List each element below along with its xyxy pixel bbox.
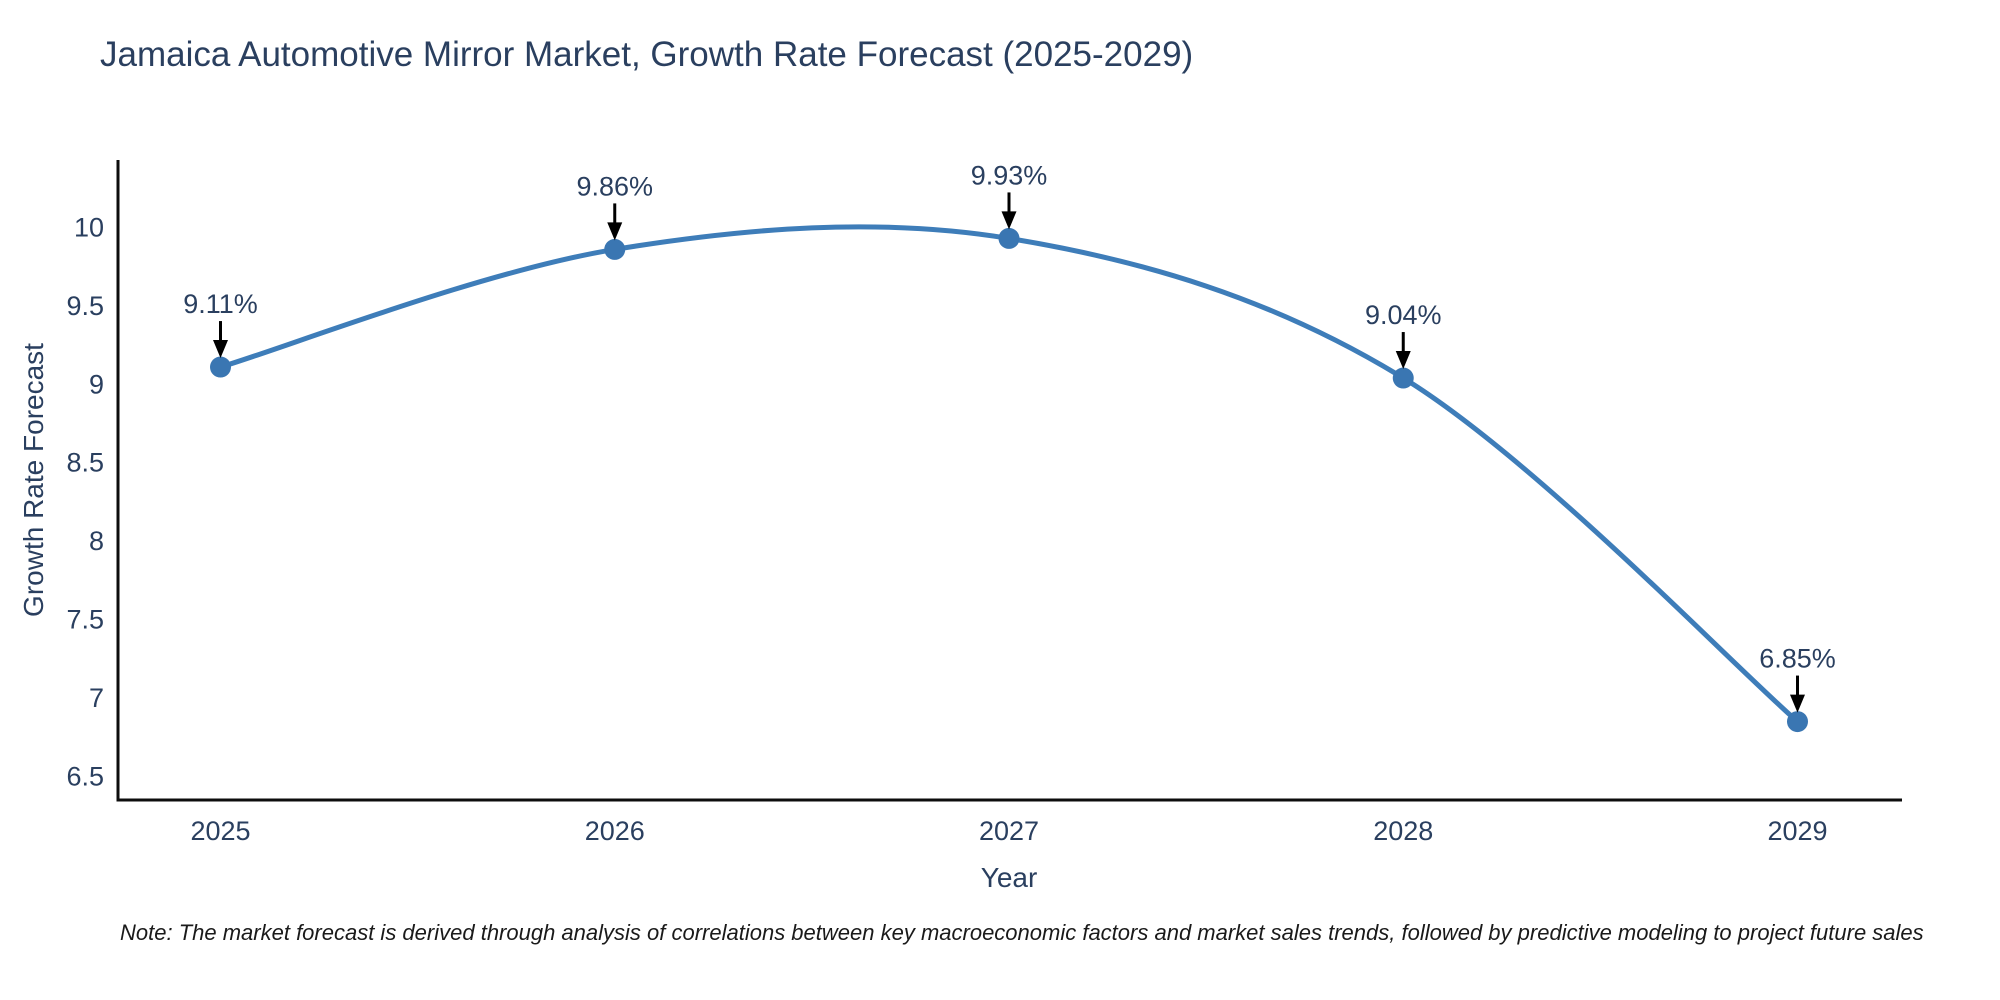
annotation-arrowhead xyxy=(1001,211,1017,230)
data-point-marker xyxy=(1786,711,1808,733)
y-tick-label: 9.5 xyxy=(66,291,104,321)
data-point-marker xyxy=(998,227,1020,249)
chart-title: Jamaica Automotive Mirror Market, Growth… xyxy=(100,35,1194,74)
chart-footnote: Note: The market forecast is derived thr… xyxy=(120,920,1924,945)
y-tick-label: 8.5 xyxy=(66,448,104,478)
y-tick-label: 8 xyxy=(89,526,104,556)
annotation-arrowhead xyxy=(213,340,229,359)
x-tick-label: 2026 xyxy=(585,816,645,846)
annotation-arrowhead xyxy=(607,222,623,241)
annotation-arrowhead xyxy=(1395,351,1411,370)
y-tick-label: 7 xyxy=(89,683,104,713)
line-series xyxy=(218,224,1800,725)
data-point-marker xyxy=(210,356,232,378)
y-tick-label: 9 xyxy=(89,369,104,399)
y-tick-label: 7.5 xyxy=(66,605,104,635)
y-tick-label: 10 xyxy=(74,212,104,242)
x-tick-label: 2029 xyxy=(1767,816,1827,846)
x-tick-label: 2027 xyxy=(979,816,1039,846)
data-point-marker xyxy=(1392,367,1414,389)
annotation-arrowhead xyxy=(1789,694,1805,713)
data-point-label: 9.11% xyxy=(183,289,258,319)
y-tick-label: 6.5 xyxy=(66,761,104,791)
data-point-label: 6.85% xyxy=(1759,644,1836,674)
data-point-marker xyxy=(604,238,626,260)
data-point-label: 9.86% xyxy=(576,171,653,201)
data-point-label: 9.93% xyxy=(971,160,1048,190)
x-tick-label: 2028 xyxy=(1373,816,1433,846)
data-point-label: 9.04% xyxy=(1365,300,1442,330)
x-axis-title: Year xyxy=(980,862,1038,893)
x-tick-label: 2025 xyxy=(190,816,250,846)
